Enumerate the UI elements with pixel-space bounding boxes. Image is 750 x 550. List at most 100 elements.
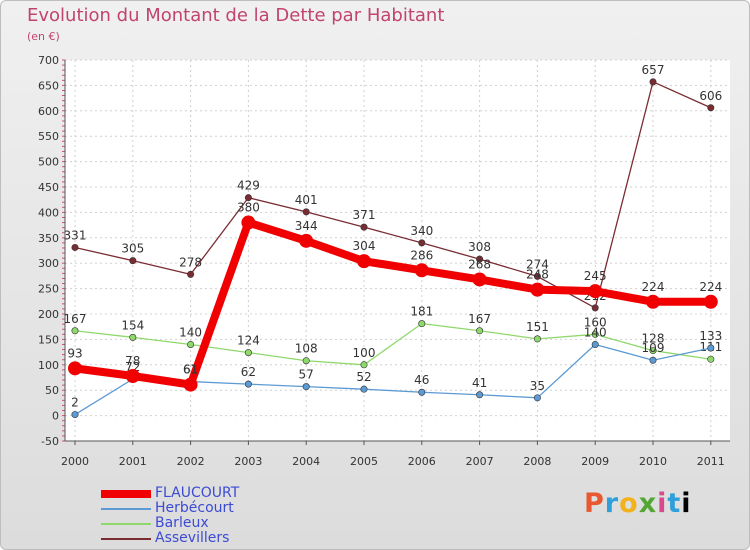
proxiti-logo: Proxiti — [584, 488, 692, 519]
data-label-assevillers: 371 — [353, 208, 376, 222]
data-label-flaucourt: 380 — [237, 201, 260, 215]
data-label-assevillers: 340 — [410, 224, 433, 238]
point-flaucourt — [357, 254, 371, 269]
data-label-barleux: 100 — [353, 346, 376, 360]
data-label-flaucourt: 286 — [410, 248, 433, 262]
data-label-flaucourt: 78 — [125, 354, 140, 368]
logo-letter: t — [667, 488, 682, 519]
point-assevillers — [71, 243, 79, 251]
data-label-barleux: 128 — [642, 332, 665, 346]
data-label-herbecourt: 133 — [699, 329, 722, 343]
y-tick-label: 500 — [38, 156, 59, 169]
point-herbecourt — [649, 356, 657, 364]
data-label-herbecourt: 62 — [241, 365, 256, 379]
series-line-flaucourt — [74, 218, 711, 389]
point-assevillers — [360, 223, 368, 231]
data-label-flaucourt: 245 — [584, 269, 607, 283]
data-label-herbecourt: 35 — [530, 379, 545, 393]
data-label-barleux: 160 — [584, 315, 607, 329]
x-tick-label: 2010 — [639, 455, 667, 468]
point-assevillers — [591, 304, 599, 312]
point-flaucourt — [68, 361, 82, 376]
y-tick-label: 550 — [38, 130, 59, 143]
series-line-assevillers — [74, 81, 712, 309]
series-line-barleux — [74, 323, 711, 366]
point-herbecourt — [707, 344, 715, 352]
point-barleux — [244, 349, 252, 357]
point-assevillers — [418, 239, 426, 247]
point-flaucourt — [703, 294, 718, 309]
point-barleux — [707, 355, 715, 363]
point-herbecourt — [71, 411, 79, 419]
point-barleux — [129, 333, 137, 341]
point-herbecourt — [591, 340, 599, 348]
x-tick-label: 2007 — [466, 455, 494, 468]
legend-swatch-assevillers — [101, 538, 151, 540]
logo-letter: o — [619, 488, 639, 519]
data-label-herbecourt: 109 — [642, 341, 665, 355]
data-label-herbecourt: 57 — [299, 368, 314, 382]
point-assevillers — [649, 78, 657, 86]
data-label-barleux: 181 — [410, 305, 433, 319]
x-tick-label: 2005 — [350, 455, 378, 468]
x-tick-label: 2006 — [408, 455, 436, 468]
legend-swatch-herbecourt — [101, 508, 151, 510]
point-assevillers — [476, 255, 484, 263]
point-assevillers — [533, 272, 541, 280]
y-tick-label: 600 — [38, 105, 59, 118]
point-barleux — [591, 330, 599, 338]
data-label-barleux: 151 — [526, 320, 549, 334]
x-tick-label: 2009 — [581, 455, 609, 468]
data-label-herbecourt: 52 — [356, 370, 371, 384]
data-label-flaucourt: 304 — [353, 239, 376, 253]
y-tick-label: 0 — [52, 410, 59, 423]
point-flaucourt — [299, 233, 314, 248]
point-flaucourt — [472, 272, 487, 287]
data-label-assevillers: 606 — [699, 89, 722, 103]
x-tick-label: 2008 — [523, 455, 551, 468]
logo-letter: x — [638, 488, 658, 519]
data-label-assevillers: 305 — [121, 242, 144, 256]
y-tick-label: 250 — [38, 283, 59, 296]
point-barleux — [649, 347, 657, 355]
y-tick-label: -50 — [41, 435, 59, 448]
data-label-assevillers: 657 — [642, 63, 665, 77]
point-barleux — [360, 361, 368, 369]
data-label-herbecourt: 140 — [584, 325, 607, 339]
logo-letter: i — [657, 488, 668, 519]
data-label-assevillers: 429 — [237, 179, 260, 193]
data-label-assevillers: 308 — [468, 240, 491, 254]
data-label-barleux: 167 — [468, 312, 491, 326]
point-barleux — [476, 327, 484, 335]
y-tick-label: 100 — [38, 359, 59, 372]
point-flaucourt — [125, 368, 140, 383]
point-assevillers — [302, 208, 310, 216]
legend-swatch-barleux — [101, 523, 151, 525]
data-label-barleux: 154 — [121, 318, 144, 332]
point-herbecourt — [244, 380, 252, 388]
data-label-assevillers: 331 — [64, 228, 87, 242]
point-flaucourt — [646, 294, 660, 309]
data-label-flaucourt: 93 — [67, 346, 82, 360]
data-label-flaucourt: 224 — [699, 280, 722, 294]
chart-subtitle: (en €) — [27, 30, 60, 43]
data-label-barleux: 140 — [179, 325, 202, 339]
point-herbecourt — [418, 388, 426, 396]
data-label-barleux: 108 — [295, 342, 318, 356]
point-assevillers — [187, 270, 195, 278]
point-barleux — [71, 327, 79, 335]
x-tick-label: 2001 — [119, 455, 147, 468]
chart-title: Evolution du Montant de la Dette par Hab… — [27, 5, 445, 26]
point-assevillers — [129, 257, 137, 265]
data-label-assevillers: 278 — [179, 255, 202, 269]
y-tick-label: 450 — [38, 181, 59, 194]
point-herbecourt — [302, 383, 310, 391]
plot-area — [65, 60, 730, 441]
point-barleux — [302, 357, 310, 365]
logo-letter: P — [584, 488, 605, 519]
legend-label-herbecourt: Herbécourt — [155, 500, 234, 516]
y-tick-label: 400 — [38, 206, 59, 219]
data-label-barleux: 167 — [64, 312, 87, 326]
legend-label-barleux: Barleux — [155, 515, 209, 531]
y-tick-label: 200 — [38, 308, 59, 321]
